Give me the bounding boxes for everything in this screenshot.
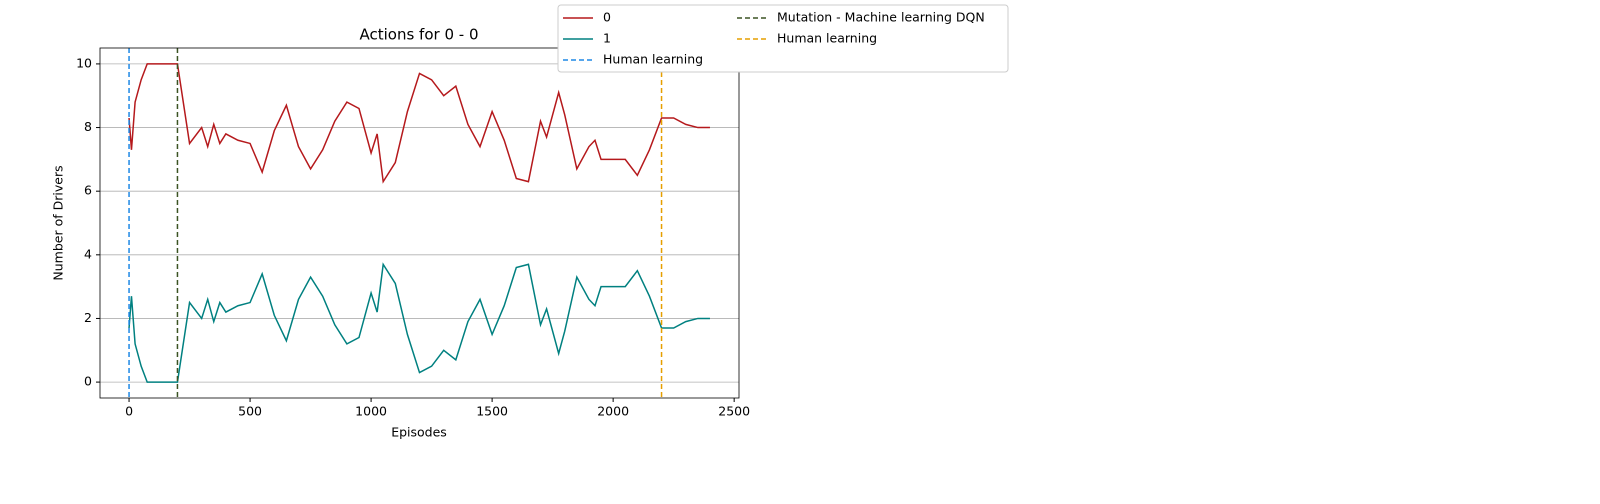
legend-box — [557, 4, 1009, 73]
y-tick-label: 10 — [76, 55, 92, 70]
x-tick-label: 500 — [238, 404, 262, 419]
x-axis-label: Episodes — [391, 425, 447, 440]
legend-label: Mutation - Machine learning DQN — [777, 10, 985, 25]
plot-frame — [99, 47, 740, 399]
y-tick-label: 2 — [84, 310, 92, 325]
x-tick-label: 1500 — [476, 404, 508, 419]
legend-label: Human learning — [777, 31, 877, 46]
y-tick-label: 6 — [84, 183, 92, 198]
y-tick-label: 0 — [84, 374, 92, 389]
legend-label: 0 — [603, 10, 611, 25]
y-tick-label: 8 — [84, 119, 92, 134]
legend-label: 1 — [603, 31, 611, 46]
legend-label: Human learning — [603, 52, 703, 67]
x-tick-label: 0 — [125, 404, 133, 419]
y-axis-label: Number of Drivers — [51, 165, 66, 280]
x-tick-label: 1000 — [355, 404, 387, 419]
x-tick-label: 2000 — [597, 404, 629, 419]
x-tick-label: 2500 — [718, 404, 750, 419]
series-line — [128, 63, 710, 184]
series-line — [128, 262, 710, 383]
y-tick-label: 4 — [84, 246, 92, 261]
chart-title: Actions for 0 - 0 — [360, 26, 479, 44]
